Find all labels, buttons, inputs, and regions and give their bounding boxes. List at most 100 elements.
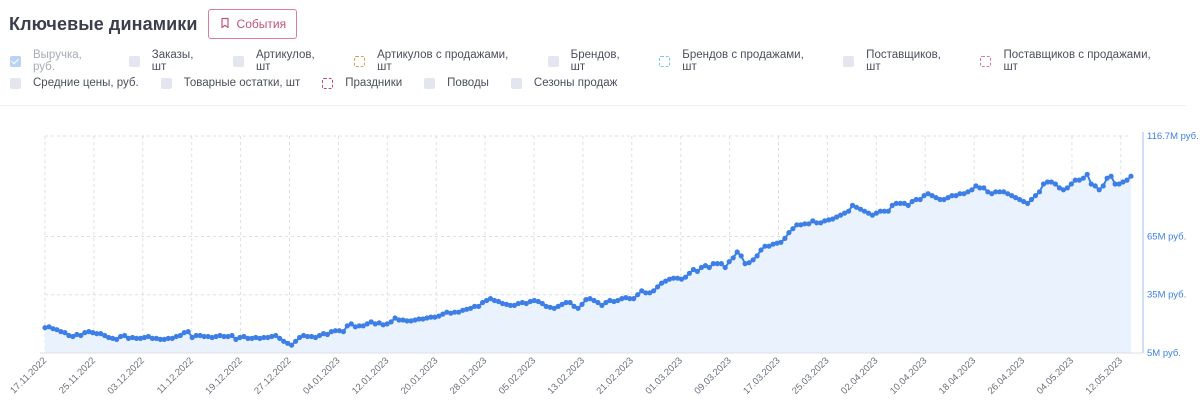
legend-item[interactable]: Артикулов, шт xyxy=(232,49,332,73)
data-point xyxy=(611,298,617,305)
checkbox-icon[interactable] xyxy=(659,55,671,67)
events-button-label: События xyxy=(236,17,287,31)
data-point xyxy=(961,191,967,197)
data-point xyxy=(865,210,872,216)
data-point xyxy=(1088,181,1094,187)
legend-item[interactable]: Поставщиков, шт xyxy=(843,49,958,73)
data-point xyxy=(472,303,478,309)
data-point xyxy=(535,298,541,305)
data-point xyxy=(62,330,68,336)
data-point xyxy=(861,208,868,214)
legend-item[interactable]: Поставщиков с продажами, шт xyxy=(980,49,1168,73)
checkbox-icon[interactable] xyxy=(10,77,21,89)
legend-item[interactable]: Товарные остатки, шт xyxy=(160,77,300,89)
data-point xyxy=(1060,187,1066,193)
data-point xyxy=(110,335,116,341)
x-tick-label: 03.12.2022 xyxy=(106,355,147,396)
data-point xyxy=(416,316,422,322)
data-point xyxy=(527,298,533,305)
data-point xyxy=(408,318,414,324)
legend-item-label: Поставщиков, шт xyxy=(866,49,941,73)
data-point xyxy=(58,329,64,335)
data-point xyxy=(543,303,549,309)
data-point xyxy=(627,296,633,302)
data-point xyxy=(289,342,295,348)
data-point xyxy=(921,193,927,199)
data-point xyxy=(659,280,665,286)
checkbox-icon[interactable] xyxy=(160,77,172,89)
area-fill xyxy=(45,174,1131,353)
checkbox-icon[interactable] xyxy=(354,55,366,67)
x-tick-label: 01.03.2023 xyxy=(643,355,684,396)
legend-item[interactable]: Выручка, руб. xyxy=(10,49,107,73)
legend-item[interactable]: Брендов, шт xyxy=(547,49,638,73)
checkbox-icon[interactable] xyxy=(232,55,244,67)
data-point xyxy=(571,303,577,309)
events-button[interactable]: События xyxy=(207,9,298,39)
legend-item[interactable]: Артикулов с продажами, шт xyxy=(354,49,526,73)
data-point xyxy=(452,309,458,315)
data-point xyxy=(122,332,128,339)
legend-item[interactable]: Сезоны продаж xyxy=(510,77,617,89)
checkbox-icon[interactable] xyxy=(547,55,559,67)
data-point xyxy=(631,296,637,302)
data-point xyxy=(682,274,689,280)
data-point xyxy=(746,260,752,266)
data-point xyxy=(929,193,935,199)
legend-item-label: Брендов, шт xyxy=(570,49,620,73)
legend-row-1: Выручка, руб. Заказы, шт Артикулов, шт Арти… xyxy=(10,49,1190,73)
data-point xyxy=(181,330,187,336)
legend-item[interactable]: Поводы xyxy=(424,77,489,89)
data-point xyxy=(694,268,701,274)
checkbox-icon[interactable] xyxy=(424,77,436,89)
checkbox-icon[interactable] xyxy=(128,55,140,67)
data-point xyxy=(853,204,860,210)
x-tick-label: 17.03.2023 xyxy=(741,355,782,396)
legend-item[interactable]: Средние цены, руб. xyxy=(10,77,139,89)
data-point xyxy=(806,221,812,227)
data-point xyxy=(456,309,462,315)
data-point xyxy=(503,301,510,307)
data-point xyxy=(376,320,382,326)
data-point xyxy=(372,321,378,327)
data-point xyxy=(511,302,517,308)
data-point xyxy=(822,218,828,224)
data-point xyxy=(838,212,844,218)
data-point xyxy=(909,198,915,205)
checkbox-checked-icon[interactable] xyxy=(10,55,21,67)
checkbox-icon[interactable] xyxy=(322,77,334,89)
data-point xyxy=(1116,181,1122,187)
data-point xyxy=(802,221,808,227)
checkbox-icon[interactable] xyxy=(843,55,855,67)
data-point xyxy=(241,333,247,340)
x-tick-label: 13.02.2023 xyxy=(546,355,587,396)
legend-item-label: Поставщиков с продажами, шт xyxy=(1003,49,1151,73)
legend-item-label: Выручка, руб. xyxy=(33,49,82,73)
y-tick-label: 5М руб. xyxy=(1147,348,1181,359)
legend-item[interactable]: Заказы, шт xyxy=(128,49,211,73)
data-point xyxy=(46,324,52,330)
data-point xyxy=(320,331,327,337)
data-point xyxy=(265,334,271,341)
checkbox-icon[interactable] xyxy=(980,55,992,67)
legend-item[interactable]: Брендов с продажами, шт xyxy=(659,49,821,73)
data-point xyxy=(106,334,112,341)
data-point xyxy=(165,335,171,341)
x-tick-label: 21.02.2023 xyxy=(595,355,636,396)
data-point xyxy=(710,261,716,267)
data-point xyxy=(368,319,374,325)
data-point xyxy=(762,243,768,249)
data-point xyxy=(877,208,884,214)
data-point xyxy=(476,303,482,309)
data-point xyxy=(428,314,434,320)
data-point xyxy=(440,311,446,317)
data-point xyxy=(539,300,545,307)
data-point xyxy=(973,183,979,189)
checkbox-icon[interactable] xyxy=(510,77,522,89)
data-point xyxy=(249,335,255,341)
data-point xyxy=(484,297,490,304)
data-point xyxy=(1017,196,1023,203)
legend-item[interactable]: Праздники xyxy=(322,77,402,89)
data-point xyxy=(786,230,792,236)
data-point xyxy=(985,189,991,195)
